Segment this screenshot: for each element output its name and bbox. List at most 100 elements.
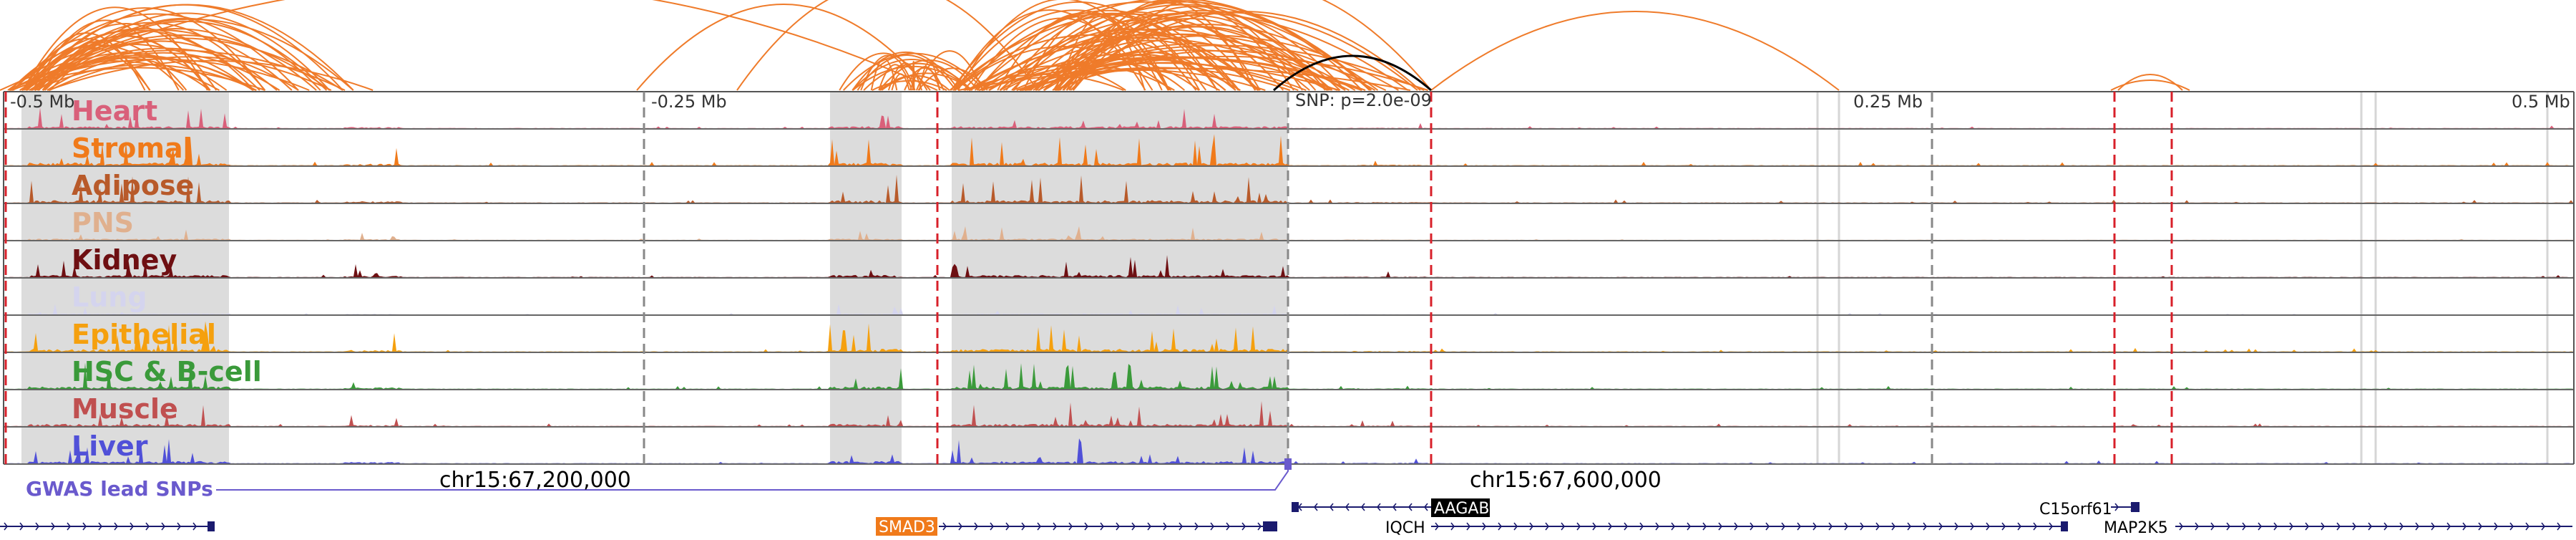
gene-label-aagab: AAGAB — [1434, 500, 1490, 518]
gene-strand-arrow — [35, 522, 40, 531]
track-labels: Heart Stromal Adipose PNS Kidney Lung Ep… — [72, 95, 262, 462]
loop-arc — [1065, 11, 1421, 91]
gene-strand-arrow — [1313, 503, 1318, 511]
loop-arc — [1273, 54, 1432, 92]
loop-arc — [954, 9, 1197, 91]
track-label-kidney: Kidney — [72, 244, 177, 276]
gene-strand-arrow — [1466, 522, 1471, 531]
loop-arc — [2117, 74, 2183, 91]
gene-strand-arrow — [1163, 522, 1168, 531]
loop-arc — [0, 0, 938, 91]
loop-arc — [977, 10, 1240, 91]
gene-strand-arrow — [2462, 522, 2467, 531]
loop-arc — [999, 28, 1260, 91]
gene-strand-arrow — [1053, 522, 1058, 531]
loop-arc — [636, 4, 931, 91]
gene-strand-arrow — [990, 522, 995, 531]
gene-strand-arrow — [1875, 522, 1880, 531]
gene-strand-arrow — [1329, 503, 1334, 511]
loop-arc — [1038, 49, 1350, 91]
gene-strand-arrow — [1718, 522, 1723, 531]
track-label-pns: PNS — [72, 207, 134, 238]
track-label-adipose: Adipose — [72, 170, 194, 201]
loop-arc — [34, 64, 257, 91]
gene-strand-arrow — [2478, 522, 2483, 531]
loop-arc — [22, 6, 208, 91]
loop-arc — [957, 0, 1169, 91]
loop-arc — [9, 49, 346, 91]
gene-strand-arrow — [1561, 522, 1566, 531]
loop-arc — [30, 56, 256, 91]
gene-exon — [1263, 521, 1277, 531]
gene-strand-arrow — [1750, 522, 1755, 531]
gene-strand-arrow — [1194, 522, 1199, 531]
gene-strand-arrow — [1147, 522, 1152, 531]
gene-label-iqch: IQCH — [1385, 519, 1425, 537]
track-label-heart: Heart — [72, 95, 157, 127]
gene-strand-arrow — [2017, 522, 2022, 531]
gene-strand-arrow — [1655, 522, 1660, 531]
axis-tick-mid-left: -0.25 Mb — [651, 92, 727, 112]
track-label-lung: Lung — [72, 281, 147, 313]
gene-exon — [1292, 502, 1299, 512]
gene-track: SMAD3 AAGAB IQCH C15orf61 MAP2K5 — [0, 498, 2572, 537]
gene-strand-arrow — [2242, 522, 2247, 531]
loop-arc — [982, 56, 1362, 91]
gene-strand-arrow — [114, 522, 119, 531]
gene-lines — [0, 502, 2572, 531]
gene-strand-arrow — [1257, 522, 1262, 531]
loop-arc — [21, 4, 354, 91]
loop-arc — [1054, 32, 1163, 91]
gene-strand-arrow — [1376, 503, 1381, 511]
gene-strand-arrow — [1116, 522, 1121, 531]
gene-strand-arrow — [1891, 522, 1896, 531]
loop-arc — [1000, 4, 1372, 91]
gene-strand-arrow — [1734, 522, 1739, 531]
gene-strand-arrow — [1576, 522, 1581, 531]
gene-strand-arrow — [1970, 522, 1975, 531]
gene-strand-arrow — [1687, 522, 1692, 531]
gene-strand-arrow — [2258, 522, 2263, 531]
gene-strand-arrow — [1226, 522, 1231, 531]
gene-exon — [2061, 521, 2068, 531]
loop-arc — [1005, 12, 1219, 91]
loop-arc — [1056, 0, 1294, 91]
coordinate-right: chr15:67,600,000 — [1470, 468, 1662, 493]
gene-strand-arrow — [2001, 522, 2006, 531]
loop-arc — [1030, 11, 1372, 91]
coordinate-left: chr15:67,200,000 — [439, 468, 631, 493]
gene-strand-arrow — [192, 522, 197, 531]
gene-strand-arrow — [2033, 522, 2038, 531]
gene-strand-arrow — [1608, 522, 1613, 531]
loop-arc — [48, 59, 374, 91]
gene-strand-arrow — [1392, 503, 1397, 511]
gene-strand-arrow — [145, 522, 150, 531]
gene-strand-arrow — [1450, 522, 1455, 531]
gene-strand-arrow — [1345, 503, 1350, 511]
gene-strand-arrow — [1037, 522, 1042, 531]
gene-strand-arrow — [2541, 522, 2546, 531]
gene-strand-arrow — [1407, 503, 1413, 511]
gene-strand-arrow — [1100, 522, 1105, 531]
gene-strand-arrow — [1423, 503, 1428, 511]
gene-strand-arrow — [2525, 522, 2530, 531]
gene-strand-arrow — [2226, 522, 2231, 531]
gene-strand-arrow — [2210, 522, 2215, 531]
track-label-hsc-bcell: HSC & B-cell — [72, 356, 262, 387]
gene-strand-arrow — [1624, 522, 1629, 531]
gene-strand-arrow — [1179, 522, 1184, 531]
gene-strand-arrow — [2446, 522, 2451, 531]
loop-arc — [43, 12, 331, 91]
axis: -0.5 Mb -0.25 Mb 0.25 Mb 0.5 Mb SNP: p=2… — [10, 90, 2570, 112]
loop-arc — [952, 9, 1146, 91]
snp-label: SNP: p=2.0e-09 — [1295, 90, 1432, 110]
loop-arc — [26, 28, 255, 91]
gene-strand-arrow — [2399, 522, 2404, 531]
gene-strand-arrow — [1592, 522, 1597, 531]
gene-strand-arrow — [2179, 522, 2184, 531]
loop-arc — [1058, 15, 1146, 91]
gene-strand-arrow — [1498, 522, 1503, 531]
gene-strand-arrow — [1938, 522, 1943, 531]
gene-strand-arrow — [2305, 522, 2310, 531]
